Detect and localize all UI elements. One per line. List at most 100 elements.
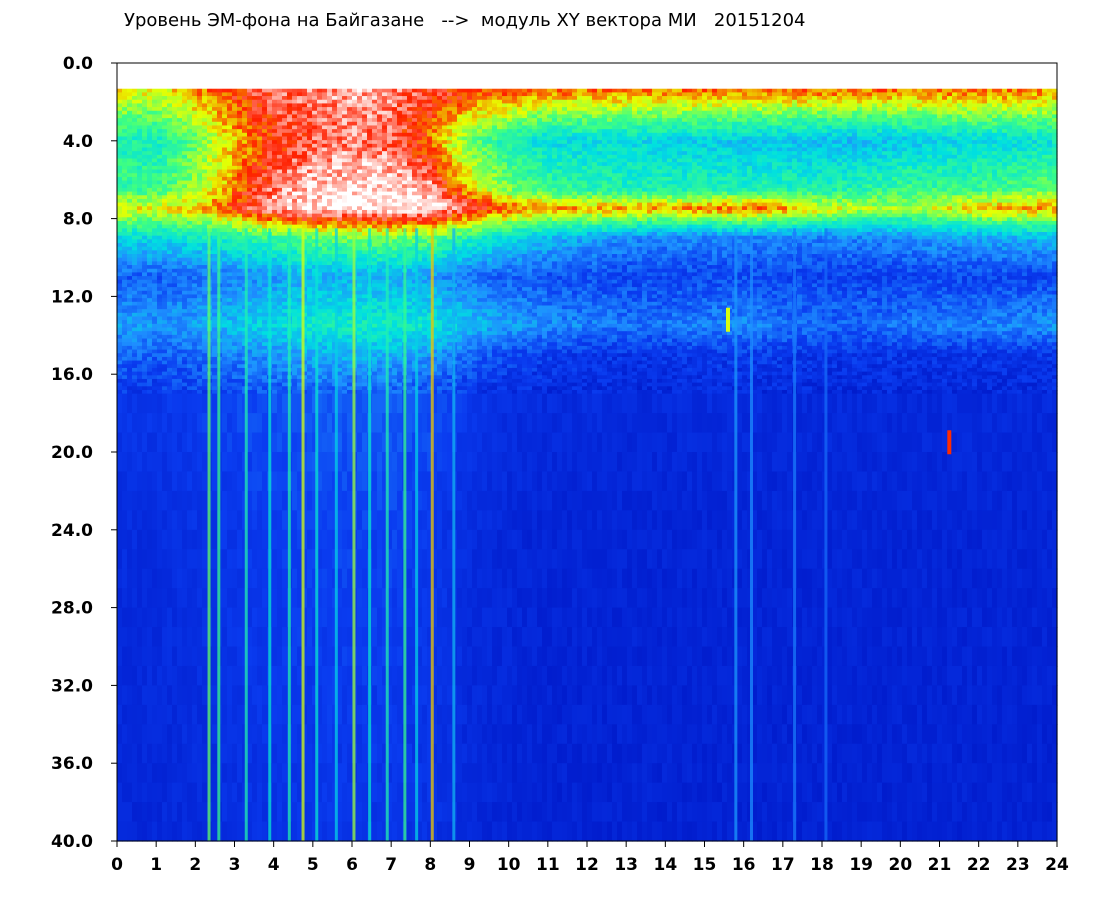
heatmap-cell	[117, 382, 123, 387]
heatmap-cell	[177, 235, 183, 240]
heatmap-cell	[147, 268, 153, 274]
heatmap-cell	[327, 272, 333, 277]
heatmap-cell	[122, 316, 128, 321]
heatmap-cell	[352, 85, 358, 90]
heatmap-cell	[352, 202, 358, 207]
heatmap-cell	[162, 375, 168, 380]
heatmap-cell	[152, 382, 158, 387]
heatmap-cell	[142, 382, 148, 387]
heatmap-cell	[387, 312, 393, 318]
heatmap-cell	[302, 265, 308, 270]
heatmap-cell	[327, 371, 333, 376]
heatmap-cell	[152, 342, 158, 347]
heatmap-cell	[197, 136, 203, 141]
heatmap-cell	[127, 239, 133, 244]
heatmap-cell	[197, 140, 203, 145]
heatmap-cell	[152, 290, 158, 296]
heatmap-cell	[317, 320, 323, 325]
heatmap-cell	[302, 140, 308, 145]
heatmap-cell	[352, 180, 358, 185]
heatmap-cell	[377, 246, 383, 251]
heatmap-cell	[282, 81, 288, 86]
heatmap-cell	[292, 99, 298, 105]
heatmap-cell	[327, 290, 333, 296]
heatmap-cell	[182, 327, 188, 332]
heatmap-cell	[277, 382, 283, 387]
heatmap-cell	[322, 180, 328, 185]
heatmap-cell	[197, 198, 203, 204]
heatmap-cell	[147, 327, 153, 332]
heatmap-cell	[117, 96, 123, 101]
heatmap-cell	[247, 342, 253, 347]
heatmap-cell	[342, 63, 348, 68]
heatmap-cell	[167, 257, 173, 262]
heatmap-cell	[182, 254, 188, 259]
heatmap-cell	[132, 246, 138, 251]
heatmap-cell	[362, 312, 368, 318]
heatmap-cell	[117, 254, 123, 259]
heatmap-cell	[272, 378, 278, 384]
heatmap-cell	[312, 342, 318, 347]
heatmap-cell	[362, 213, 368, 218]
heatmap-cell	[202, 129, 208, 134]
heatmap-cell	[142, 176, 148, 182]
heatmap-cell	[287, 118, 293, 123]
heatmap-cell	[132, 360, 138, 365]
heatmap-cell	[387, 375, 393, 380]
heatmap-cell	[132, 331, 138, 336]
heatmap-cell	[282, 250, 288, 255]
heatmap-cell	[282, 342, 288, 347]
heatmap-cell	[387, 389, 393, 395]
heatmap-cell	[242, 213, 248, 218]
heatmap-cell	[137, 70, 143, 75]
heatmap-cell	[277, 81, 283, 86]
heatmap-cell	[362, 389, 368, 395]
heatmap-cell	[117, 338, 123, 343]
heatmap-cell	[247, 268, 253, 274]
heatmap-cell	[327, 70, 333, 75]
heatmap-cell	[187, 338, 193, 343]
heatmap-cell	[122, 305, 128, 310]
heatmap-cell	[342, 389, 348, 395]
heatmap-cell	[307, 250, 313, 255]
heatmap-cell	[202, 206, 208, 211]
heatmap-cell	[297, 250, 303, 255]
heatmap-cell	[367, 191, 373, 196]
heatmap-cell	[327, 235, 333, 240]
heatmap-cell	[322, 176, 328, 182]
heatmap-cell	[187, 220, 193, 226]
heatmap-cell	[357, 88, 363, 93]
heatmap-cell	[292, 209, 298, 215]
heatmap-cell	[297, 294, 303, 299]
heatmap-cell	[277, 228, 283, 233]
heatmap-cell	[357, 353, 363, 358]
heatmap-cell	[167, 107, 173, 112]
heatmap-cell	[337, 129, 343, 134]
heatmap-cell	[157, 254, 163, 259]
heatmap-cell	[192, 243, 198, 248]
heatmap-cell	[122, 217, 128, 222]
heatmap-cell	[177, 257, 183, 262]
heatmap-cell	[342, 338, 348, 343]
heatmap-cell	[372, 180, 378, 185]
heatmap-cell	[297, 118, 303, 123]
heatmap-cell	[222, 224, 228, 229]
heatmap-cell	[137, 217, 143, 222]
heatmap-cell	[382, 70, 388, 75]
heatmap-cell	[362, 206, 368, 211]
heatmap-cell	[237, 195, 243, 200]
heatmap-cell	[117, 125, 123, 130]
heatmap-cell	[167, 147, 173, 152]
heatmap-cell	[162, 360, 168, 365]
heatmap-cell	[177, 243, 183, 248]
heatmap-cell	[312, 345, 318, 351]
heatmap-cell	[232, 345, 238, 351]
heatmap-cell	[197, 118, 203, 123]
heatmap-cell	[172, 243, 178, 248]
heatmap-cell	[247, 224, 253, 229]
heatmap-cell	[382, 378, 388, 384]
heatmap-cell	[272, 250, 278, 255]
heatmap-cell	[347, 169, 353, 174]
heatmap-cell	[347, 136, 353, 141]
heatmap-cell	[247, 283, 253, 288]
